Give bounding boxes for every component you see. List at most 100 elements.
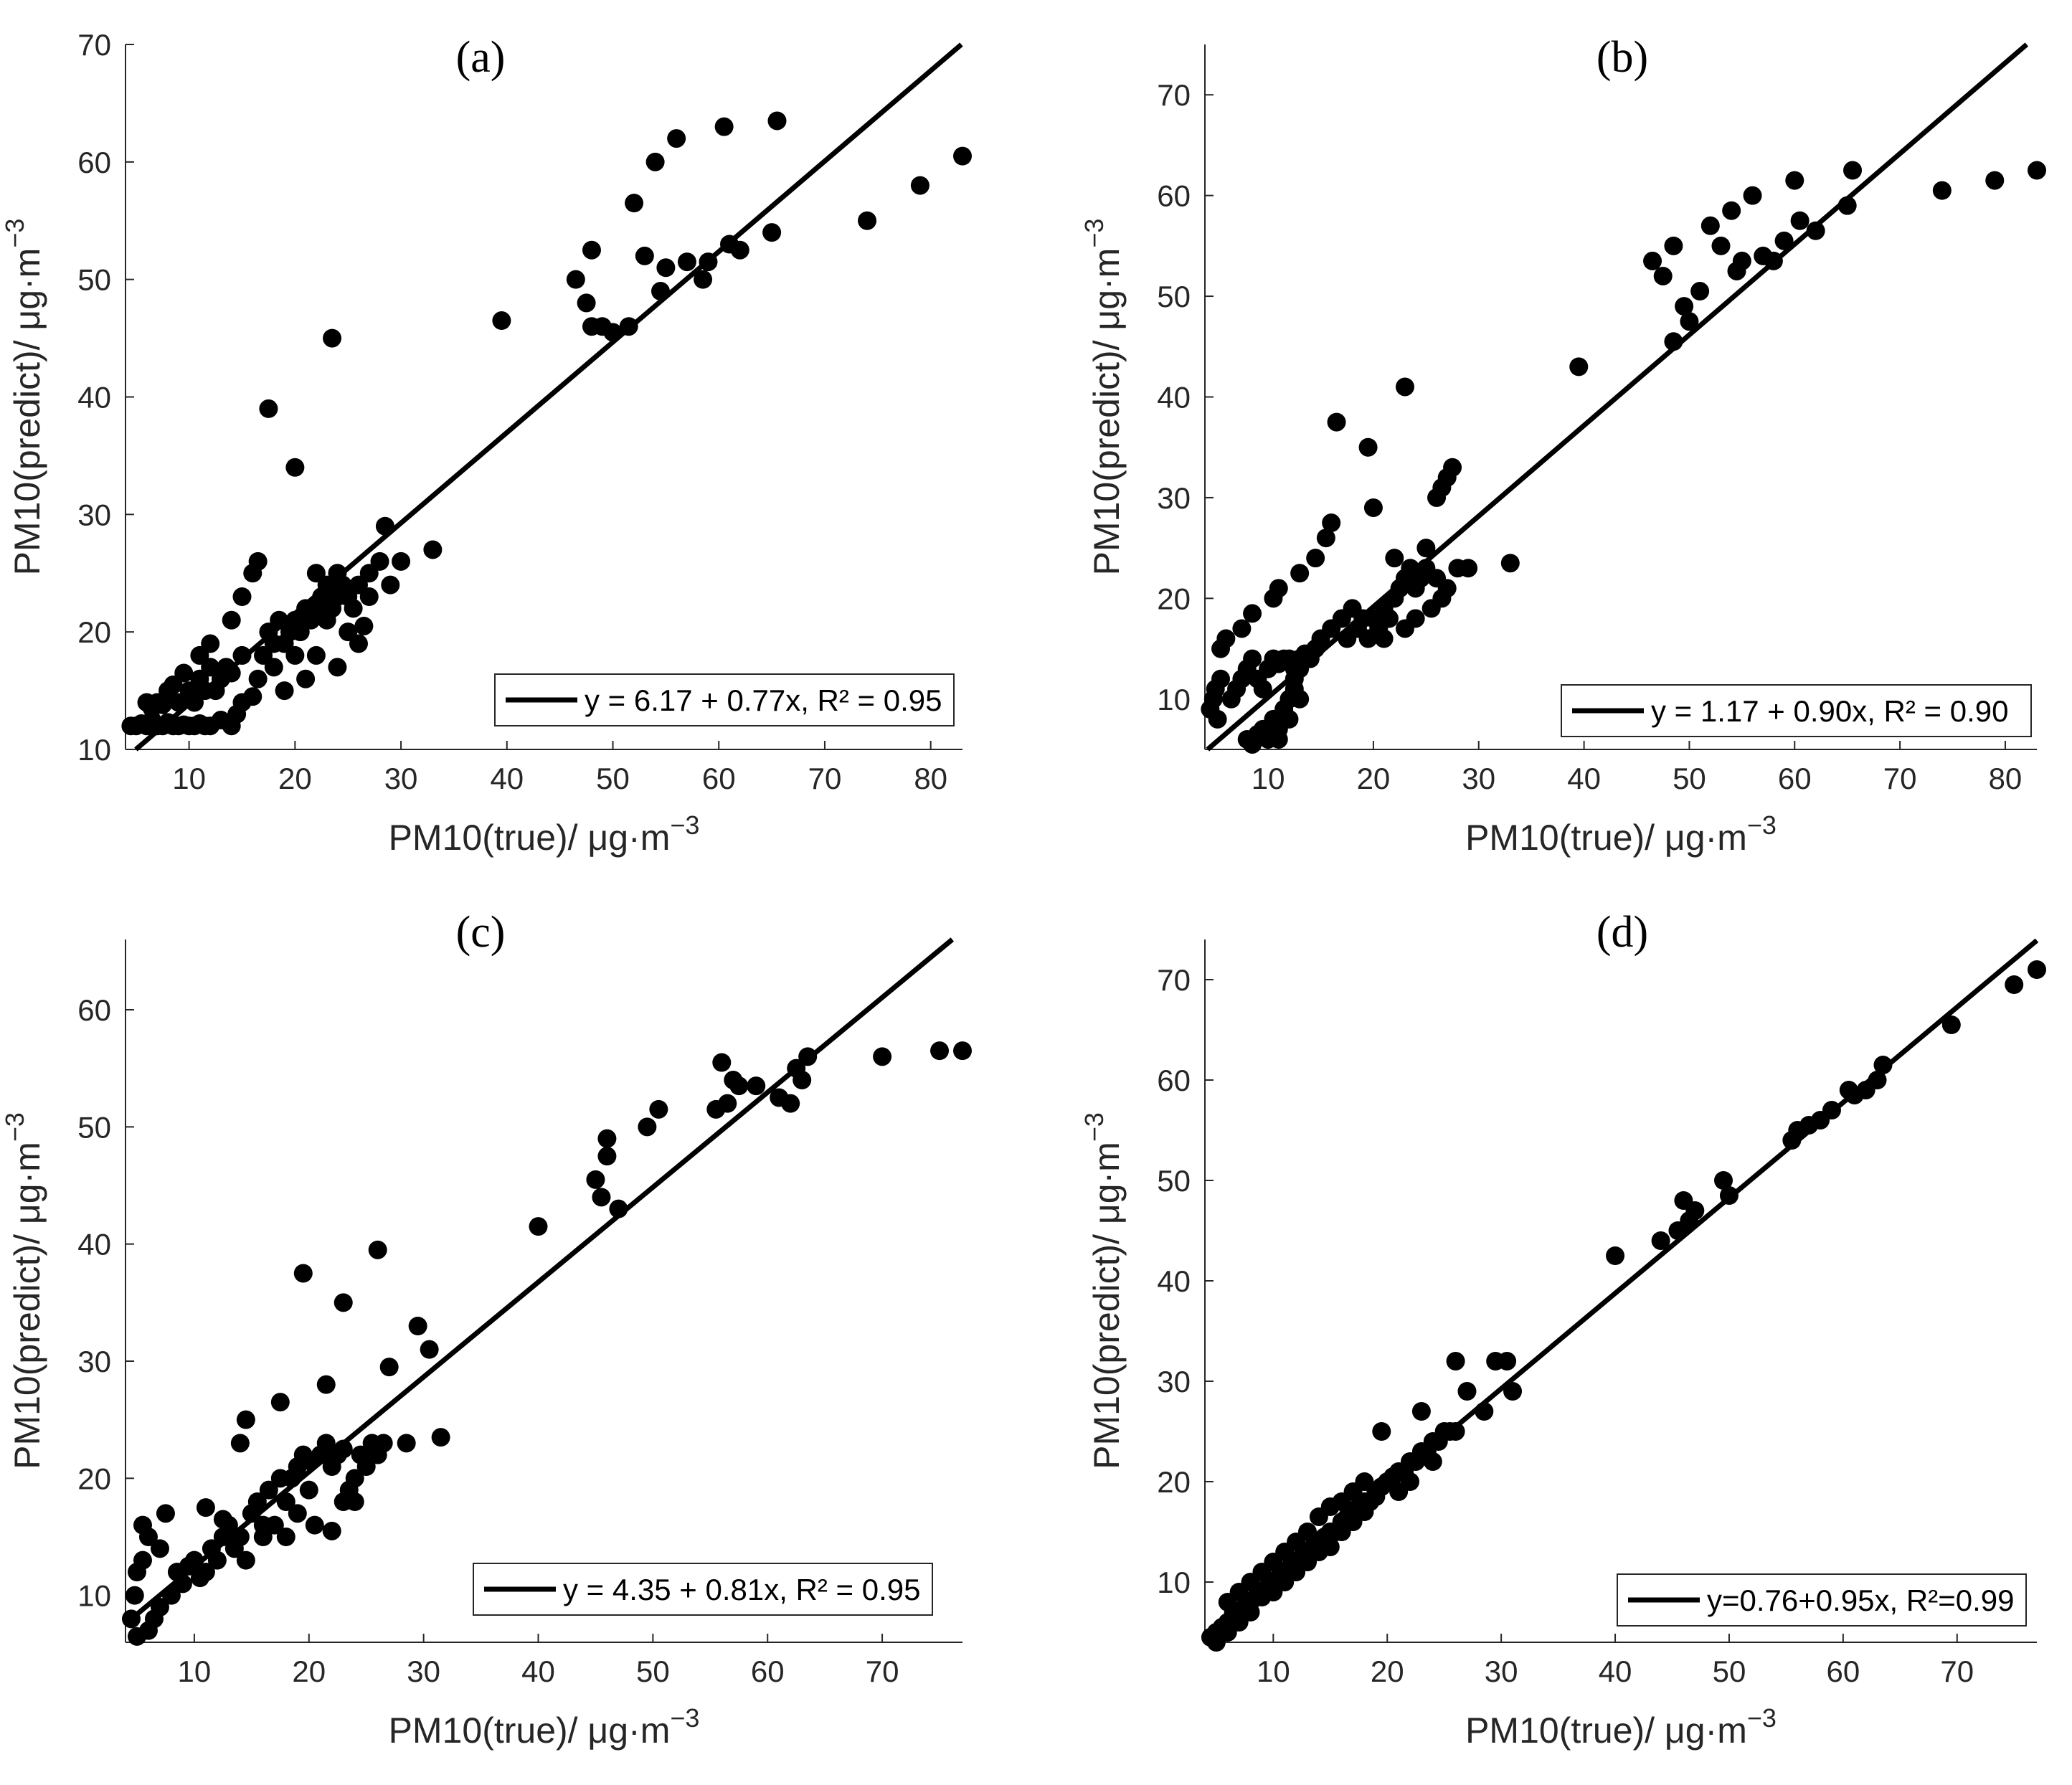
fit-line <box>1206 42 2029 752</box>
y-tick-label: 50 <box>1157 1164 1191 1198</box>
data-point <box>1806 221 1825 240</box>
data-point <box>276 1492 295 1511</box>
data-point <box>492 311 511 331</box>
scatter-panel-a: 10 20 30 40 50 60 70 80 10 20 30 40 50 60 70 (a) PM10(tr… <box>0 28 972 858</box>
x-tick-label: 60 <box>702 762 736 795</box>
data-point <box>1680 312 1699 331</box>
data-point <box>1421 599 1441 618</box>
data-point <box>196 1498 215 1518</box>
legend-text: y = 1.17 + 0.90x, R² = 0.90 <box>1651 694 2008 728</box>
data-point <box>354 616 374 635</box>
data-point <box>248 669 268 688</box>
data-point <box>259 399 278 418</box>
data-point <box>1457 1382 1477 1401</box>
panel-title: (d) <box>1596 908 1648 957</box>
data-point <box>1269 729 1288 749</box>
data-point <box>374 1434 393 1453</box>
data-point <box>316 1375 336 1394</box>
data-point <box>566 270 585 289</box>
data-point <box>651 282 670 301</box>
data-point <box>349 634 368 653</box>
data-point <box>1500 554 1520 573</box>
x-tick-label: 70 <box>866 1654 899 1688</box>
data-point <box>288 1504 307 1523</box>
y-tick-label: 40 <box>1157 381 1191 415</box>
data-point <box>316 1434 336 1453</box>
data-point <box>597 1147 617 1166</box>
data-point <box>1873 1056 1893 1074</box>
data-point <box>2005 975 2024 994</box>
x-tick-label: 80 <box>914 762 947 795</box>
data-point <box>306 645 326 665</box>
data-point <box>150 1598 169 1616</box>
data-point <box>299 1480 318 1500</box>
data-point <box>259 1480 278 1500</box>
data-point <box>1606 1246 1625 1265</box>
data-point <box>196 1563 215 1581</box>
legend: y = 1.17 + 0.90x, R² = 0.90 <box>1561 684 2032 737</box>
y-tick-label: 40 <box>77 381 111 415</box>
data-point <box>248 551 268 571</box>
y-tick-label: 60 <box>1157 1064 1191 1097</box>
x-tick-label: 70 <box>1940 1654 1974 1688</box>
data-point <box>649 1099 668 1119</box>
x-tick-label: 60 <box>751 1654 785 1688</box>
data-point <box>1743 186 1762 205</box>
data-point <box>1290 689 1310 709</box>
data-point <box>370 551 389 571</box>
data-point <box>1279 709 1299 729</box>
y-tick-label: 30 <box>77 1345 111 1378</box>
data-point <box>1664 332 1683 351</box>
data-point <box>1243 604 1262 623</box>
data-point <box>1774 231 1794 250</box>
data-point <box>586 1170 605 1189</box>
data-point <box>953 1041 972 1061</box>
y-tick-label: 70 <box>77 28 111 62</box>
data-point <box>694 270 713 289</box>
data-point <box>125 1586 144 1605</box>
y-axis-label-exponent: −3 <box>1079 219 1109 248</box>
data-point <box>638 1117 657 1137</box>
y-axis-label: PM10(predict)/ μg·m−3 <box>0 219 47 576</box>
data-point <box>1211 669 1231 688</box>
y-tick-label: 20 <box>1157 582 1191 615</box>
legend-text: y = 6.17 + 0.77x, R² = 0.95 <box>585 683 942 717</box>
data-point <box>724 1071 743 1089</box>
x-tick-label: 10 <box>1257 1654 1290 1688</box>
data-point <box>270 1393 290 1412</box>
panel-title: (c) <box>456 908 506 957</box>
data-point <box>392 551 411 571</box>
data-point <box>133 1550 152 1570</box>
data-point <box>1985 171 2005 190</box>
y-axis-label: PM10(predict)/ μg·m−3 <box>1079 1112 1127 1469</box>
data-point <box>1385 549 1404 568</box>
data-point <box>747 1076 766 1096</box>
data-point <box>150 1539 169 1558</box>
x-tick-label: 30 <box>1485 1654 1518 1688</box>
x-tick-label: 50 <box>596 762 630 795</box>
data-point <box>293 1264 313 1283</box>
data-point <box>1290 659 1310 678</box>
data-point <box>2028 960 2046 979</box>
data-point <box>230 1528 250 1546</box>
data-point <box>1363 498 1383 517</box>
x-axis-label-exponent: −3 <box>670 810 699 840</box>
x-tick-label: 20 <box>292 1654 326 1688</box>
data-point <box>1941 1015 1961 1034</box>
data-point <box>1374 629 1394 648</box>
data-point <box>1290 564 1310 583</box>
y-tick-label: 30 <box>1157 481 1191 515</box>
data-point <box>420 1340 439 1359</box>
data-point <box>1306 549 1325 568</box>
y-axis-label-exponent: −3 <box>0 219 29 248</box>
data-point <box>344 599 363 618</box>
data-point <box>1475 1402 1494 1421</box>
data-point <box>276 1528 295 1546</box>
data-point <box>677 252 696 272</box>
data-point <box>656 258 676 278</box>
data-point <box>1232 619 1252 638</box>
y-tick-label: 70 <box>1157 78 1191 112</box>
data-point <box>1366 1487 1386 1506</box>
data-point <box>1298 1523 1318 1541</box>
